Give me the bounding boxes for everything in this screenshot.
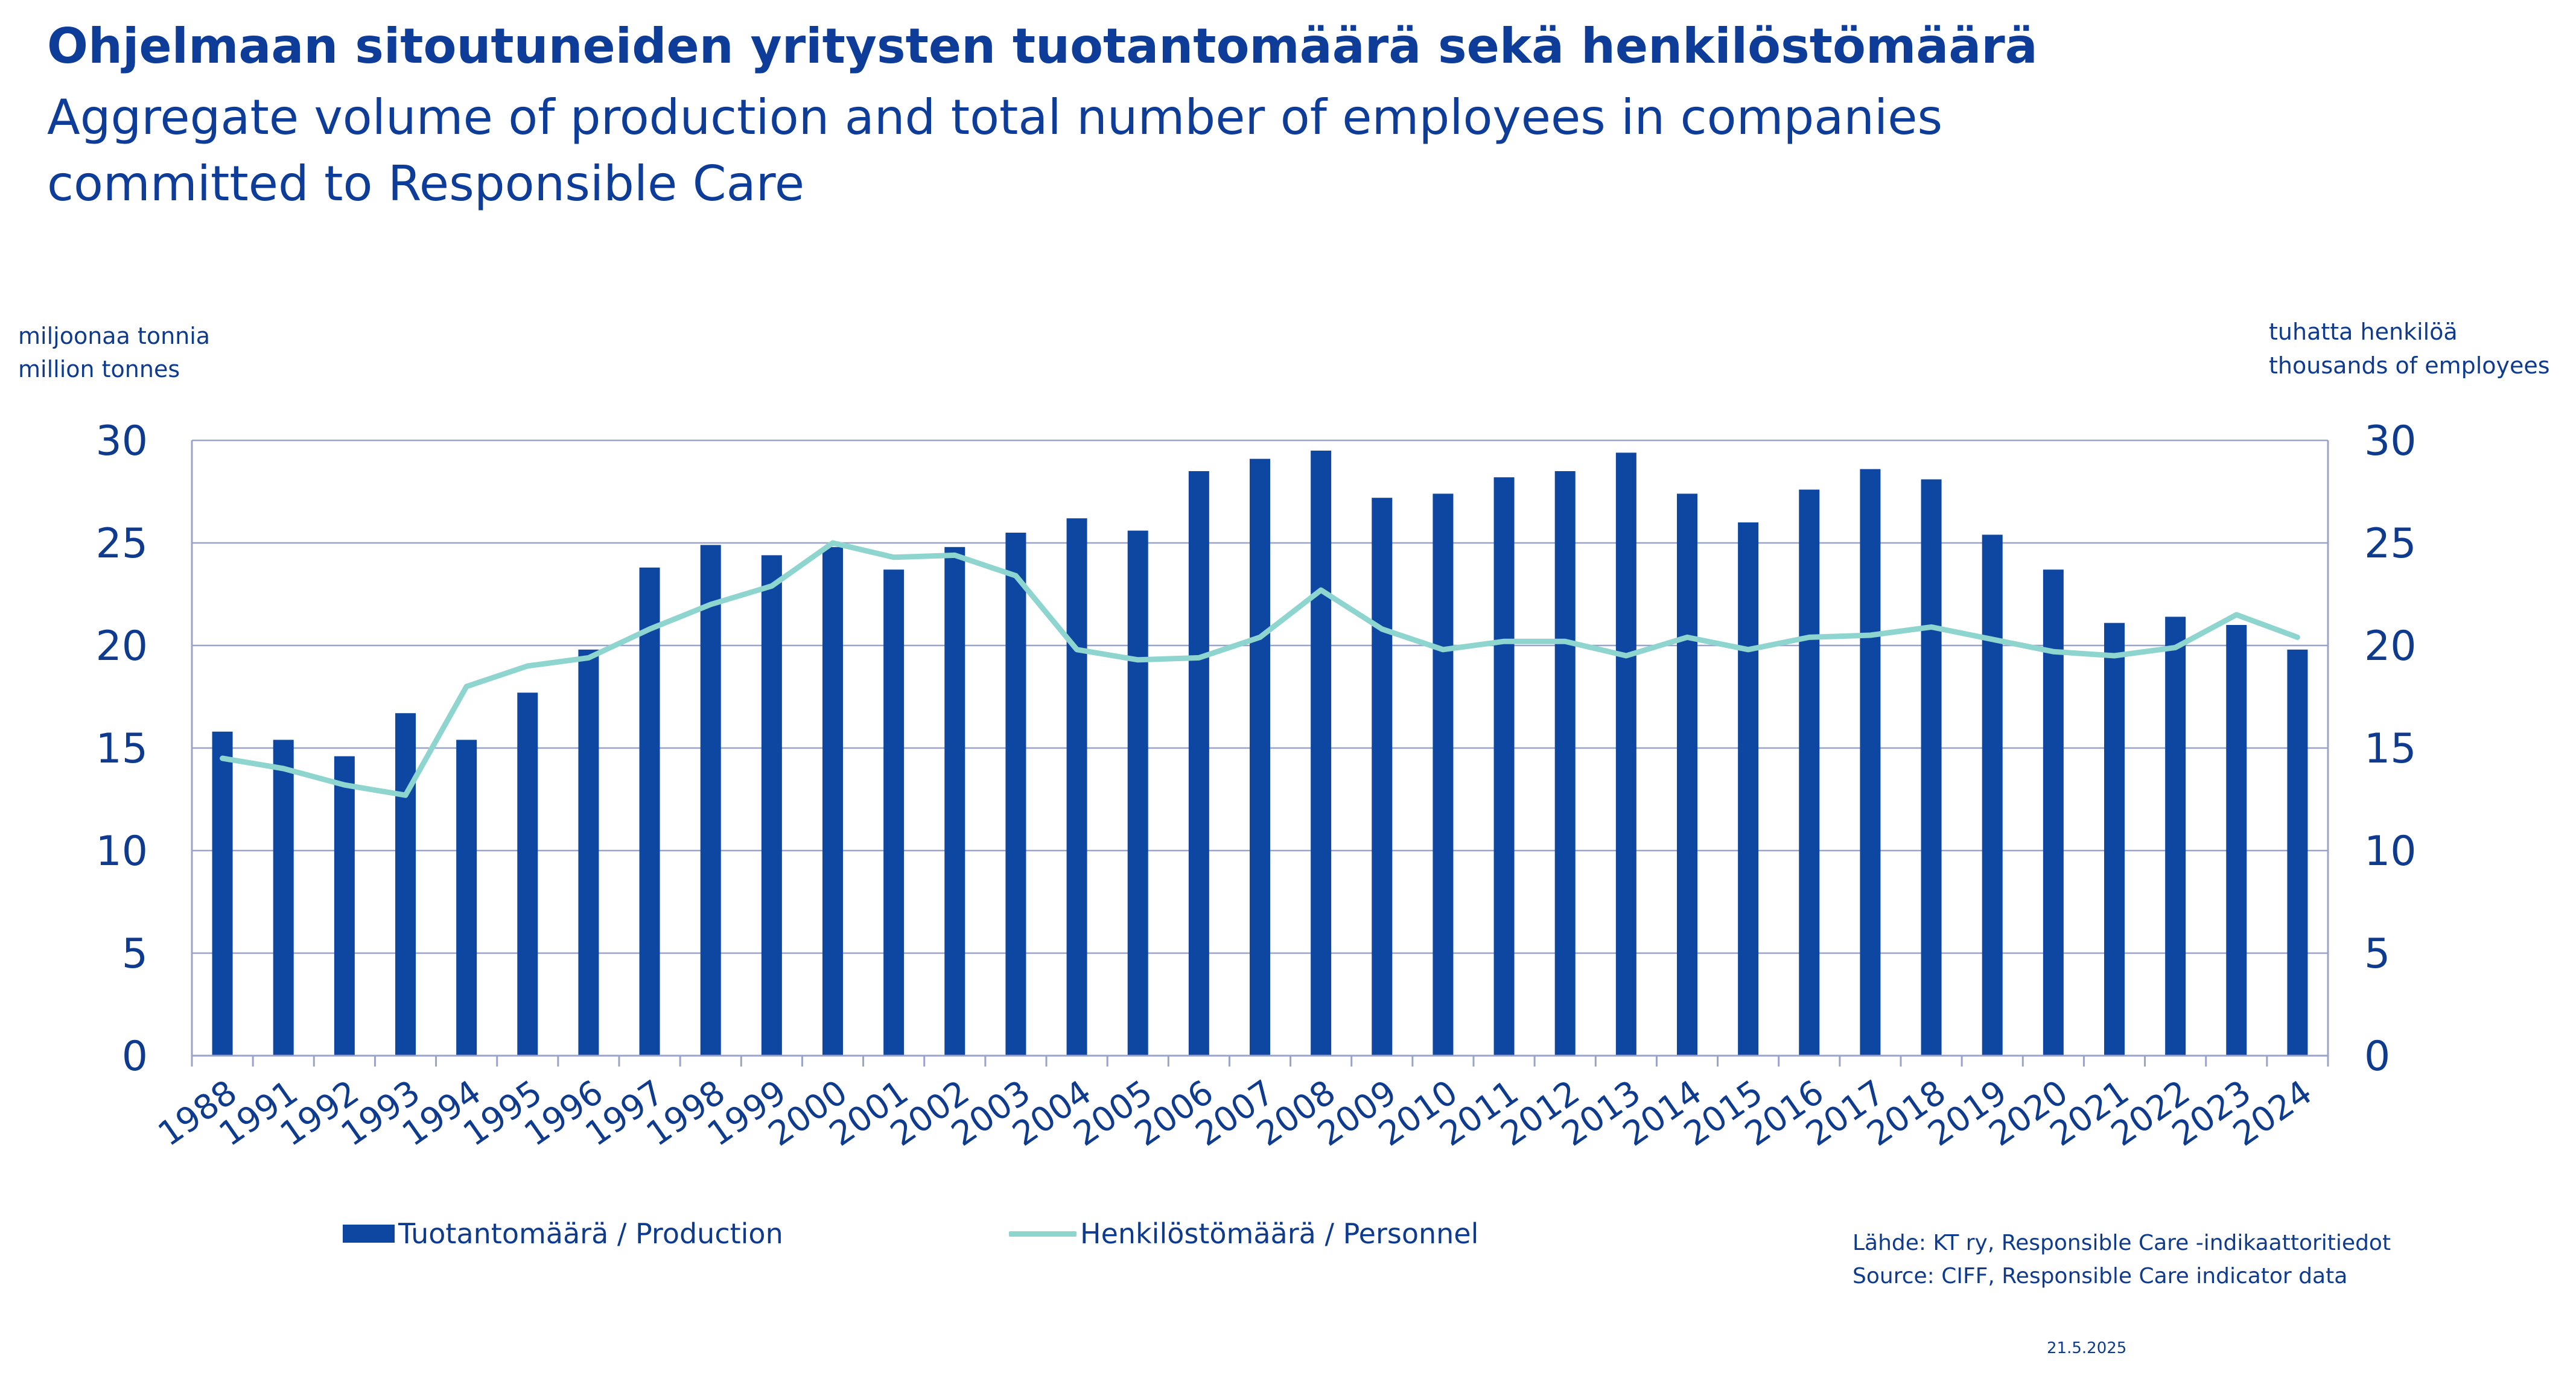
bar-2018 <box>1921 479 1942 1056</box>
bar-1997 <box>639 567 660 1056</box>
bar-1993 <box>395 713 416 1056</box>
bar-2016 <box>1799 489 1820 1056</box>
y-tick-left-15: 15 <box>95 725 148 773</box>
bar-2006 <box>1188 471 1209 1056</box>
bar-1998 <box>700 545 721 1056</box>
axes <box>191 440 2329 1067</box>
chart-subtitle-line-1: Aggregate volume of production and total… <box>47 89 1943 145</box>
y-tick-left-25: 25 <box>95 520 148 568</box>
bar-2014 <box>1677 493 1697 1056</box>
y-tick-left-30: 30 <box>95 417 148 465</box>
chart-title: Ohjelmaan sitoutuneiden yritysten tuotan… <box>47 18 2038 74</box>
bar-2023 <box>2226 625 2247 1056</box>
bar-2011 <box>1493 477 1515 1056</box>
y-tick-left-5: 5 <box>122 930 148 978</box>
bar-2010 <box>1433 493 1454 1056</box>
bar-2008 <box>1311 451 1332 1056</box>
bar-2005 <box>1127 530 1148 1056</box>
bar-2022 <box>2165 617 2186 1056</box>
y-tick-right-10: 10 <box>2364 828 2417 875</box>
legend-production-label: Tuotantomäärä / Production <box>398 1217 783 1250</box>
bar-2003 <box>1005 533 1026 1056</box>
right-axis-unit-en: thousands of employees <box>2269 352 2550 379</box>
bar-2020 <box>2043 569 2064 1056</box>
bar-1988 <box>212 731 233 1056</box>
bar-2017 <box>1860 469 1881 1056</box>
y-tick-right-30: 30 <box>2364 417 2417 465</box>
bar-2019 <box>1982 534 2003 1056</box>
y-tick-right-5: 5 <box>2364 930 2390 978</box>
legend-line-swatch <box>1009 1231 1077 1237</box>
right-axis-unit-fi: tuhatta henkilöä <box>2269 319 2458 345</box>
y-tick-right-0: 0 <box>2364 1033 2390 1080</box>
date-stamp: 21.5.2025 <box>2047 1339 2127 1357</box>
personnel-line-series <box>220 540 2300 798</box>
bar-1996 <box>578 649 599 1056</box>
bar-2001 <box>883 569 905 1056</box>
y-tick-right-25: 25 <box>2364 520 2417 568</box>
bar-2024 <box>2287 649 2308 1056</box>
bar-2013 <box>1615 452 1636 1056</box>
bar-2007 <box>1250 458 1270 1056</box>
y-tick-right-15: 15 <box>2364 725 2417 773</box>
y-tick-left-0: 0 <box>122 1033 148 1080</box>
left-axis-unit-fi: miljoonaa tonnia <box>18 323 211 349</box>
legend-personnel-label: Henkilöstömäärä / Personnel <box>1080 1217 1479 1250</box>
bar-2000 <box>822 547 843 1056</box>
left-axis-unit-en: million tonnes <box>18 356 180 382</box>
bar-2015 <box>1738 522 1759 1056</box>
bar-2021 <box>2104 623 2125 1056</box>
bar-1995 <box>517 693 538 1056</box>
y-tick-left-20: 20 <box>95 623 148 670</box>
bar-1992 <box>334 756 355 1056</box>
legend-production: Tuotantomäärä / Production <box>343 1217 783 1250</box>
bar-1994 <box>456 740 477 1056</box>
bar-2009 <box>1372 498 1393 1056</box>
bar-1991 <box>273 740 294 1056</box>
source-note-fi: Lähde: KT ry, Responsible Care -indikaat… <box>1852 1231 2391 1255</box>
y-tick-left-10: 10 <box>95 828 148 875</box>
source-note-en: Source: CIFF, Responsible Care indicator… <box>1852 1264 2348 1289</box>
personnel-line <box>220 540 2300 798</box>
bar-2002 <box>944 547 965 1056</box>
bar-2012 <box>1554 471 1576 1056</box>
production-bars <box>212 451 2308 1056</box>
legend-personnel: Henkilöstömäärä / Personnel <box>1009 1217 1478 1250</box>
chart-subtitle-line-2: committed to Responsible Care <box>47 156 805 212</box>
bar-2004 <box>1066 518 1087 1056</box>
legend-bar-swatch <box>343 1225 395 1243</box>
bar-1999 <box>761 555 782 1056</box>
y-tick-right-20: 20 <box>2364 623 2417 670</box>
